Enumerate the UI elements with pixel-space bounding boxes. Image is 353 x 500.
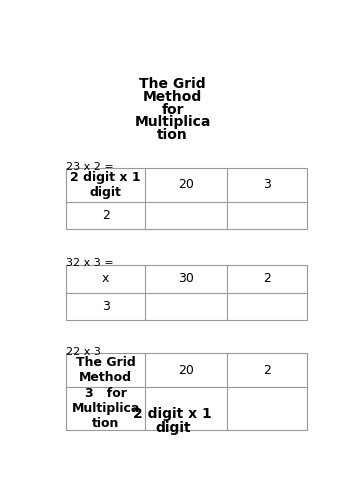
Text: 2: 2 bbox=[263, 272, 271, 285]
Text: 20: 20 bbox=[179, 364, 194, 377]
Text: 22 x 3: 22 x 3 bbox=[66, 347, 101, 357]
Text: for: for bbox=[161, 102, 184, 117]
Text: 20: 20 bbox=[179, 178, 194, 191]
Text: 2: 2 bbox=[102, 209, 110, 222]
Text: 3   for
Multiplica
tion: 3 for Multiplica tion bbox=[72, 387, 140, 430]
Text: 2 digit x 1
digit: 2 digit x 1 digit bbox=[70, 170, 141, 198]
Text: tion: tion bbox=[157, 128, 188, 142]
Text: x: x bbox=[102, 272, 109, 285]
Text: 30: 30 bbox=[179, 272, 194, 285]
Text: The Grid: The Grid bbox=[139, 78, 206, 92]
Text: 2 digit x 1: 2 digit x 1 bbox=[133, 406, 212, 420]
Bar bbox=[66, 168, 307, 230]
Text: digit: digit bbox=[155, 422, 191, 436]
Text: Method: Method bbox=[143, 90, 202, 104]
Text: 3: 3 bbox=[263, 178, 271, 191]
Text: 2: 2 bbox=[263, 364, 271, 377]
Text: 3: 3 bbox=[102, 300, 110, 313]
Bar bbox=[66, 354, 307, 430]
Bar bbox=[66, 265, 307, 320]
Text: 23 x 2 =: 23 x 2 = bbox=[66, 162, 114, 172]
Text: The Grid
Method: The Grid Method bbox=[76, 356, 136, 384]
Text: 32 x 3 =: 32 x 3 = bbox=[66, 258, 114, 268]
Text: Multiplica: Multiplica bbox=[134, 116, 211, 130]
